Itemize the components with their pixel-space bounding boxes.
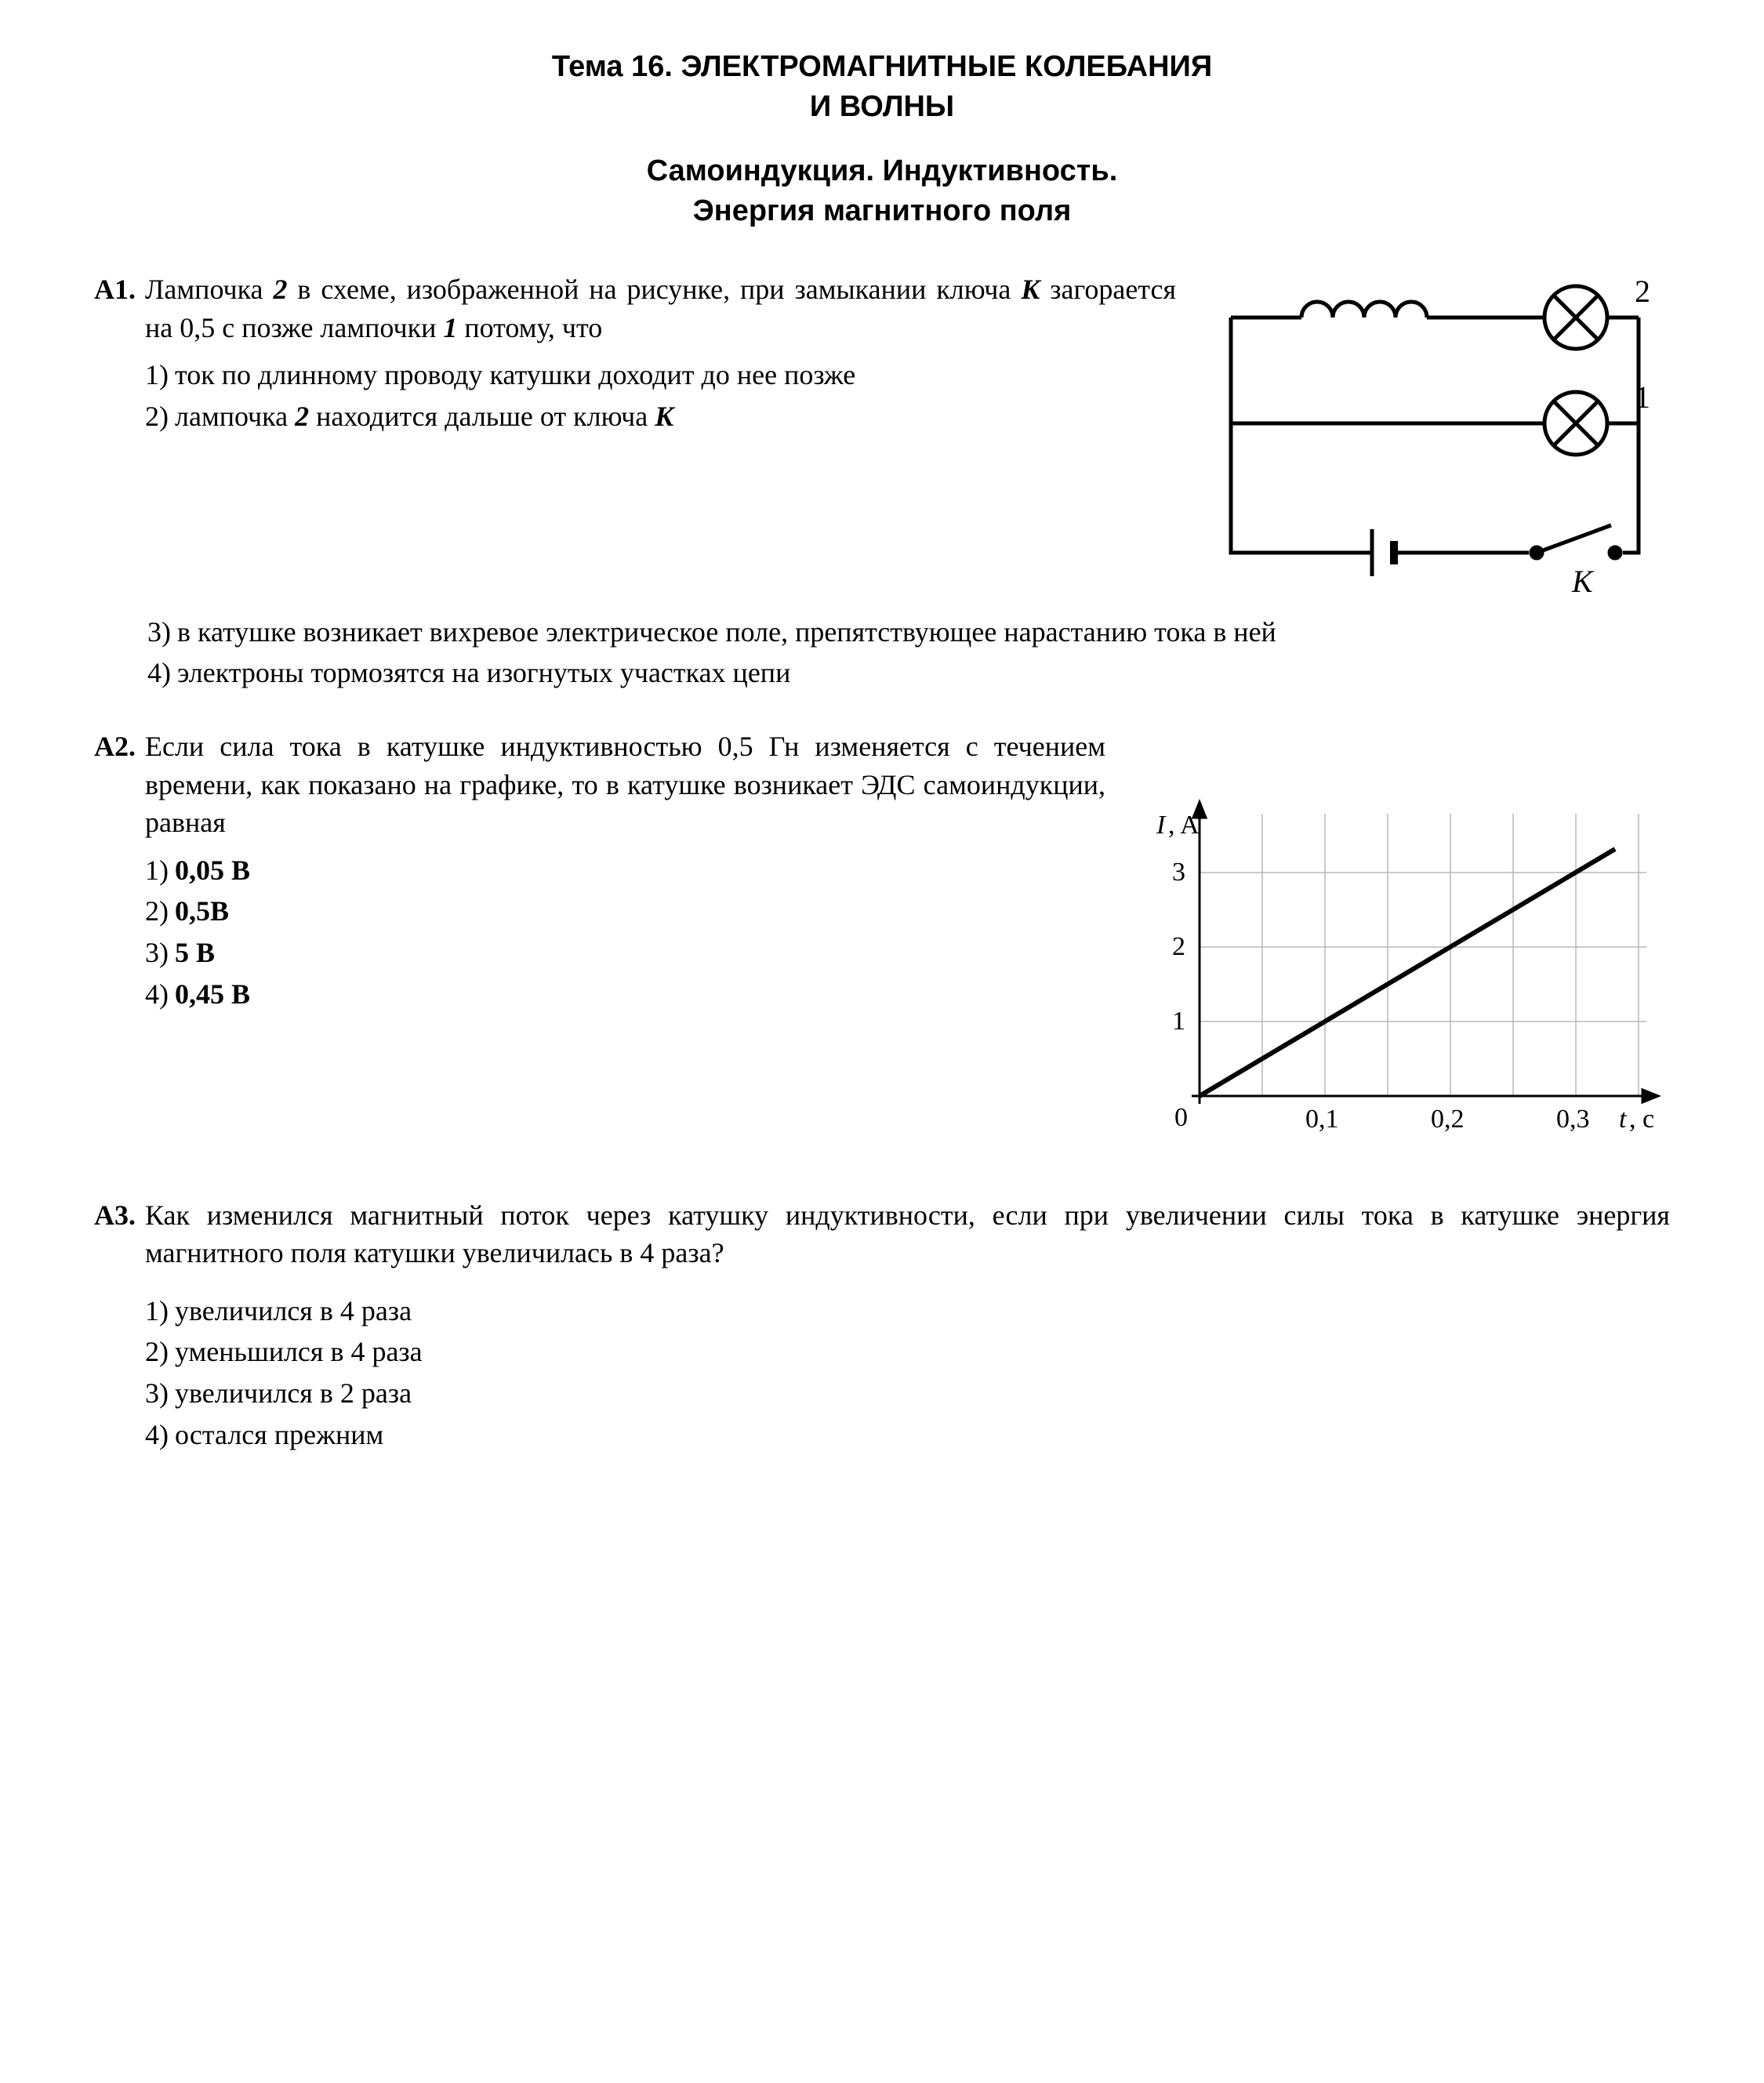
svg-text:t: t: [1619, 1105, 1628, 1134]
q3-text: Как изменился магнитный поток через кату…: [145, 1196, 1670, 1272]
title-line-1: Тема 16. ЭЛЕКТРОМАГНИТНЫЕ КОЛЕБАНИЯ: [94, 47, 1670, 87]
q3-option-4: 4) остался прежним: [145, 1416, 1670, 1454]
q2-chart-figure: I , A 3 2 1 0 0,1 0,2 0,3 t , c: [1129, 798, 1670, 1161]
q1-option-2: 2) лампочка 2 находится дальше от ключа …: [145, 397, 1176, 436]
switch-label: K: [1571, 564, 1595, 599]
question-a1: А1. Лампочка 2 в схеме, изображен­ной на…: [94, 270, 1670, 692]
q2-option-4: 4) 0,45 В: [145, 975, 1105, 1014]
line-chart-icon: I , A 3 2 1 0 0,1 0,2 0,3 t , c: [1129, 798, 1670, 1151]
q3-option-3: 3) увеличился в 2 раза: [145, 1374, 1670, 1413]
lamp1-label: 1: [1635, 379, 1650, 415]
q1-text: Лампочка 2 в схеме, изображен­ной на рис…: [145, 270, 1176, 347]
q1-label: А1.: [94, 270, 136, 309]
svg-text:I: I: [1156, 811, 1167, 840]
svg-text:3: 3: [1172, 858, 1185, 887]
q2-label: А2.: [94, 728, 136, 766]
svg-text:0,3: 0,3: [1556, 1105, 1590, 1134]
subtitle-line-1: Самоиндукция. Индуктивность.: [94, 151, 1670, 191]
q1-option-3: 3) в катушке возникает вихревое электрич…: [147, 613, 1670, 651]
question-a2: А2. Если сила тока в катушке индуктивнос…: [94, 728, 1670, 1161]
main-title: Тема 16. ЭЛЕКТРОМАГНИТНЫЕ КОЛЕБАНИЯ И ВО…: [94, 47, 1670, 128]
q2-text: Если сила тока в катушке индуктивностью …: [145, 728, 1105, 842]
q2-options: 1) 0,05 В 2) 0,5В 3) 5 В 4): [145, 851, 1105, 1013]
subtitle-line-2: Энергия магнитного поля: [94, 191, 1670, 231]
q1-circuit-figure: 2 1 K: [1200, 270, 1670, 610]
circuit-diagram-icon: 2 1 K: [1200, 270, 1670, 600]
q1-option-1: 1) ток по длинному проводу катуш­ки дохо…: [145, 356, 1176, 394]
q2-option-3: 3) 5 В: [145, 934, 1105, 972]
svg-text:, A: , A: [1168, 811, 1200, 840]
svg-text:0,2: 0,2: [1431, 1105, 1465, 1134]
q2-option-1: 1) 0,05 В: [145, 851, 1105, 890]
svg-text:, c: , c: [1629, 1105, 1654, 1134]
svg-text:0,1: 0,1: [1305, 1105, 1339, 1134]
q2-option-2: 2) 0,5В: [145, 892, 1105, 931]
q3-option-2: 2) уменьшился в 4 раза: [145, 1333, 1670, 1371]
q3-option-1: 1) увеличился в 4 раза: [145, 1292, 1670, 1330]
svg-text:1: 1: [1172, 1007, 1185, 1036]
q3-label: А3.: [94, 1196, 136, 1235]
subtitle: Самоиндукция. Индуктивность. Энергия маг…: [94, 151, 1670, 232]
lamp2-label: 2: [1635, 274, 1650, 309]
svg-text:0: 0: [1174, 1103, 1188, 1132]
q1-option-4: 4) электроны тормозятся на изогнутых уча…: [147, 654, 1670, 692]
q3-options: 1) увеличился в 4 раза 2) уменьшился в 4…: [145, 1292, 1670, 1453]
q1-options-top: 1) ток по длинному проводу катуш­ки дохо…: [145, 356, 1176, 435]
svg-text:2: 2: [1172, 932, 1185, 961]
question-a3: А3. Как изменился магнитный поток через …: [94, 1196, 1670, 1454]
title-line-2: И ВОЛНЫ: [94, 87, 1670, 127]
